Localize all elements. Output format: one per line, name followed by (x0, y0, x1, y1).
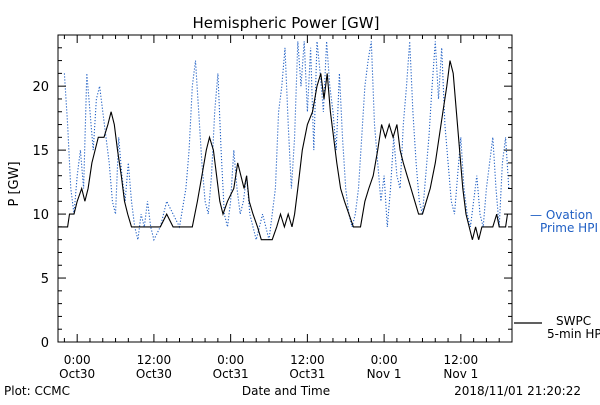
footer-plot-source: Plot: CCMC (4, 384, 70, 398)
x-tick-label-date: Nov 1 (367, 367, 402, 381)
x-tick-label-date: Oct30 (136, 367, 172, 381)
legend-ovation-label: — Ovation (530, 208, 593, 222)
series-line-ovation (63, 41, 510, 242)
x-tick-label-date: Oct31 (289, 367, 325, 381)
series-line-swpc (58, 60, 509, 241)
x-tick-label-time: 12:00 (290, 353, 325, 367)
y-tick-label: 10 (32, 208, 49, 223)
x-axis-label: Date and Time (242, 384, 330, 398)
axes: 051015200:00Oct3012:00Oct300:00Oct3112:0… (32, 34, 513, 381)
legend-ovation-label2: Prime HPI (540, 221, 598, 235)
x-tick-label-date: Nov 1 (443, 367, 478, 381)
y-tick-label: 15 (32, 144, 49, 159)
legend-swpc-label2: 5-min HPI (547, 327, 600, 341)
x-tick-label-time: 0:00 (217, 353, 244, 367)
footer-timestamp: 2018/11/01 21:20:22 (454, 384, 581, 398)
x-tick-label-time: 12:00 (444, 353, 479, 367)
chart-title: Hemispheric Power [GW] (193, 14, 380, 32)
x-tick-label-time: 12:00 (137, 353, 172, 367)
x-tick-label-time: 0:00 (371, 353, 398, 367)
plot-area (58, 41, 510, 242)
legend-swpc-label: SWPC (556, 314, 591, 328)
x-tick-label-time: 0:00 (64, 353, 91, 367)
y-tick-label: 0 (41, 336, 49, 351)
x-tick-label-date: Oct30 (59, 367, 95, 381)
y-axis-label: P [GW] (7, 161, 22, 206)
x-tick-label-date: Oct31 (213, 367, 249, 381)
y-tick-label: 5 (41, 272, 49, 287)
y-tick-label: 20 (32, 80, 49, 95)
